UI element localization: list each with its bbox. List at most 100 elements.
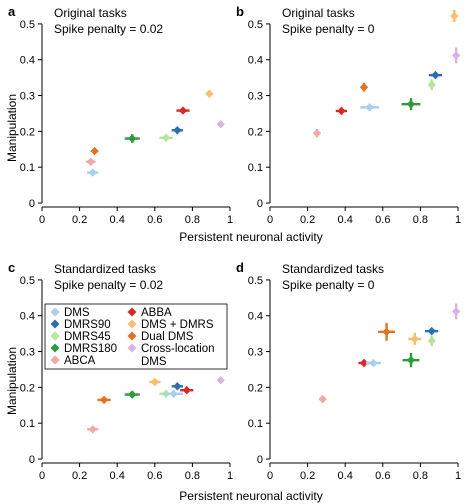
data-point	[451, 47, 461, 64]
panel-letter: d	[236, 260, 244, 275]
data-point	[216, 376, 225, 385]
panel-subtitle: Spike penalty = 0	[282, 22, 375, 36]
legend-entry: Dual DMS	[127, 331, 194, 343]
data-point	[90, 146, 99, 156]
y-tick-label: 0.2	[20, 382, 35, 394]
panel-b: b Original tasks Spike penalty = 0 0 0.1 0.2 0…	[236, 4, 461, 226]
x-tick-label: 0	[267, 470, 273, 482]
x-tick-label: 1	[455, 470, 461, 482]
y-tick-label: 0.5	[20, 275, 35, 287]
x-tick-label: 0.6	[147, 214, 162, 226]
y-tick-label: 0	[257, 454, 263, 466]
x-tick-label: 0.4	[338, 470, 353, 482]
data-point	[335, 106, 348, 116]
point-marker	[369, 358, 378, 368]
data-point	[401, 98, 421, 111]
point-marker	[427, 80, 436, 89]
point-marker	[365, 103, 374, 112]
y-tick-label: 0.5	[20, 19, 35, 31]
x-tick-label: 0	[39, 470, 45, 482]
x-tick-label: 0.4	[110, 470, 125, 482]
y-tick-label: 0.4	[20, 55, 35, 67]
legend-label: ABBA	[141, 307, 172, 319]
y-tick-label: 0.4	[248, 55, 263, 67]
y-tick-label: 0.1	[248, 162, 263, 174]
y-tick-label: 0.4	[20, 311, 35, 323]
data-point	[427, 79, 436, 91]
y-tick-label: 0.2	[20, 126, 35, 138]
point-marker	[431, 70, 440, 80]
data-point	[164, 389, 183, 399]
x-tick-label: 0.8	[185, 470, 200, 482]
legend-marker	[127, 307, 137, 317]
x-tick-label: 0.2	[72, 214, 87, 226]
point-marker	[99, 395, 109, 405]
x-tick-label: 0	[39, 214, 45, 226]
data-point	[359, 83, 369, 92]
point-marker	[88, 168, 97, 177]
x-tick-label: 0.2	[300, 470, 315, 482]
x-tick-label: 0.4	[110, 214, 125, 226]
data-point	[428, 70, 443, 80]
x-tick-label: 0.6	[147, 470, 162, 482]
panel-d: d Standardized tasks Spike penalty = 0 0 0.1…	[236, 260, 461, 482]
point-marker	[161, 133, 171, 143]
point-marker	[318, 394, 327, 404]
point-marker	[90, 146, 99, 156]
y-axis-label-bottom: Manipulation	[5, 347, 19, 415]
point-marker	[150, 377, 159, 387]
data-point	[451, 303, 461, 320]
panel-letter: b	[236, 4, 244, 19]
y-tick-label: 0.3	[20, 91, 35, 103]
x-axis-label-bottom: Persistent neuronal activity	[179, 489, 322, 503]
y-tick-label: 0.3	[248, 91, 263, 103]
legend-entry: ABBA	[127, 307, 172, 319]
point-marker	[216, 376, 225, 385]
data-point	[171, 382, 183, 391]
x-tick-label: 1	[455, 214, 461, 226]
point-marker	[427, 336, 436, 345]
x-axis-label-top: Persistent neuronal activity	[179, 230, 322, 244]
point-marker	[86, 157, 96, 167]
point-marker	[406, 99, 416, 109]
data-point	[402, 352, 420, 368]
point-marker	[216, 120, 225, 129]
x-tick-label: 0.8	[413, 214, 428, 226]
point-marker	[359, 83, 369, 92]
point-marker	[451, 307, 461, 316]
x-tick-label: 0.8	[413, 470, 428, 482]
legend-label: DMRS90	[64, 319, 111, 331]
point-marker	[182, 386, 191, 395]
point-marker	[359, 358, 369, 368]
panel-letter: a	[8, 4, 16, 19]
y-tick-label: 0.3	[248, 347, 263, 359]
x-tick-label: 0.6	[375, 470, 390, 482]
data-point	[216, 120, 225, 129]
data-point	[425, 326, 439, 336]
y-tick-label: 0.1	[20, 162, 35, 174]
point-marker	[312, 128, 322, 138]
point-marker	[450, 11, 459, 21]
data-point	[97, 395, 111, 405]
legend-entry: DMRS180	[50, 343, 117, 355]
data-point	[87, 168, 99, 177]
panel-subtitle: Spike penalty = 0.02	[54, 278, 163, 292]
legend-marker	[50, 343, 60, 353]
data-point	[124, 390, 140, 399]
y-tick-label: 0.3	[20, 347, 35, 359]
point-marker	[128, 134, 137, 143]
panel-title: Original tasks	[282, 6, 355, 20]
legend-label: DMRS45	[64, 331, 111, 343]
point-marker	[205, 89, 214, 98]
x-tick-label: 1	[227, 214, 233, 226]
y-tick-label: 0.1	[248, 418, 263, 430]
x-tick-label: 0.2	[72, 470, 87, 482]
legend-label: DMS + DMRS	[141, 319, 214, 331]
legend-marker	[50, 355, 60, 365]
y-tick-label: 0	[29, 198, 35, 210]
point-marker	[169, 389, 178, 399]
panel-c: c Standardized tasks Spike penalty = 0.02 0…	[8, 260, 233, 482]
data-point	[159, 133, 173, 143]
y-tick-label: 0	[29, 454, 35, 466]
